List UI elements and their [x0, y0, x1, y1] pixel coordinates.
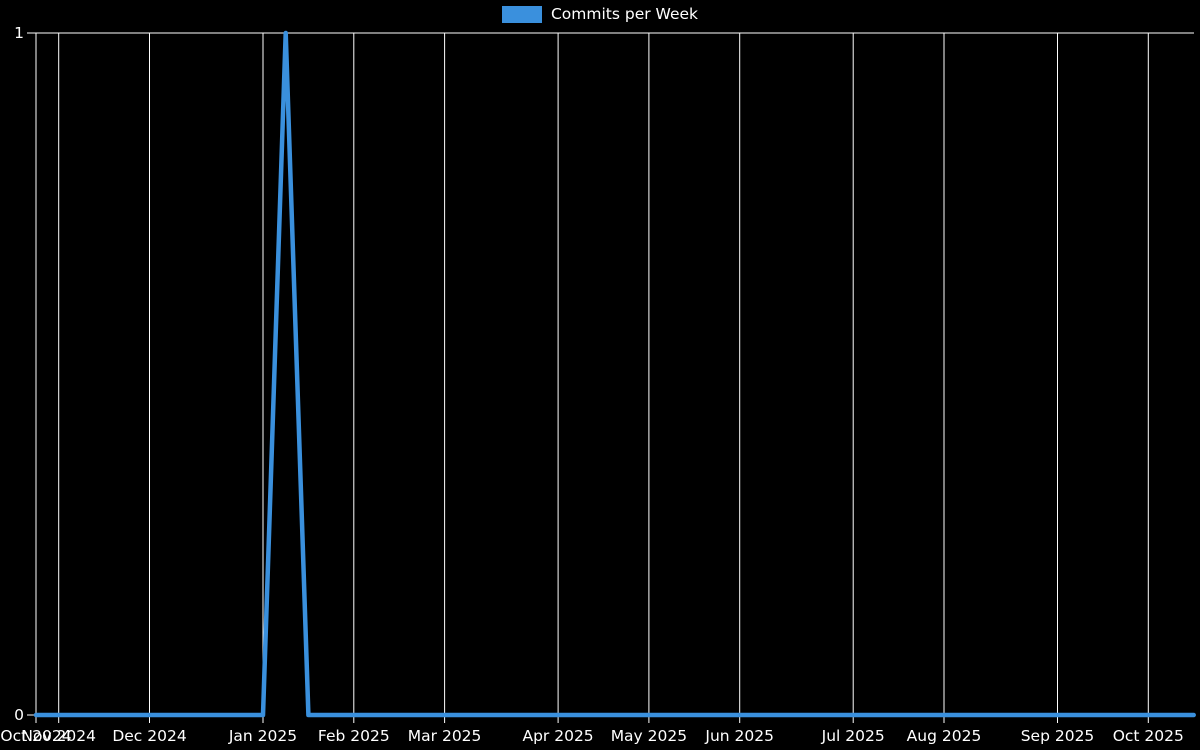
x-tick-label: Aug 2025 [907, 727, 982, 745]
x-tick-label: Jan 2025 [228, 727, 297, 745]
y-tick-label: 0 [14, 706, 24, 724]
commits-line [33, 30, 1196, 718]
x-tick-label: Jun 2025 [704, 727, 774, 745]
legend-label: Commits per Week [550, 4, 699, 23]
x-tick-label: Mar 2025 [408, 727, 482, 745]
x-tick-label: May 2025 [611, 727, 687, 745]
x-tick-label: Jul 2025 [821, 727, 885, 745]
legend: Commits per Week [0, 6, 1200, 23]
x-tick-label: Feb 2025 [318, 727, 390, 745]
x-tick-label: Oct 2024 [0, 727, 71, 745]
x-tick-label: Apr 2025 [522, 727, 593, 745]
x-tick-label: Sep 2025 [1021, 727, 1095, 745]
x-tick-label: Dec 2024 [112, 727, 186, 745]
y-tick-label: 1 [14, 24, 24, 42]
legend-swatch [501, 6, 542, 23]
x-tick-label: Oct 2025 [1113, 727, 1184, 745]
x-tick-label: Nov 2024 [21, 727, 96, 745]
